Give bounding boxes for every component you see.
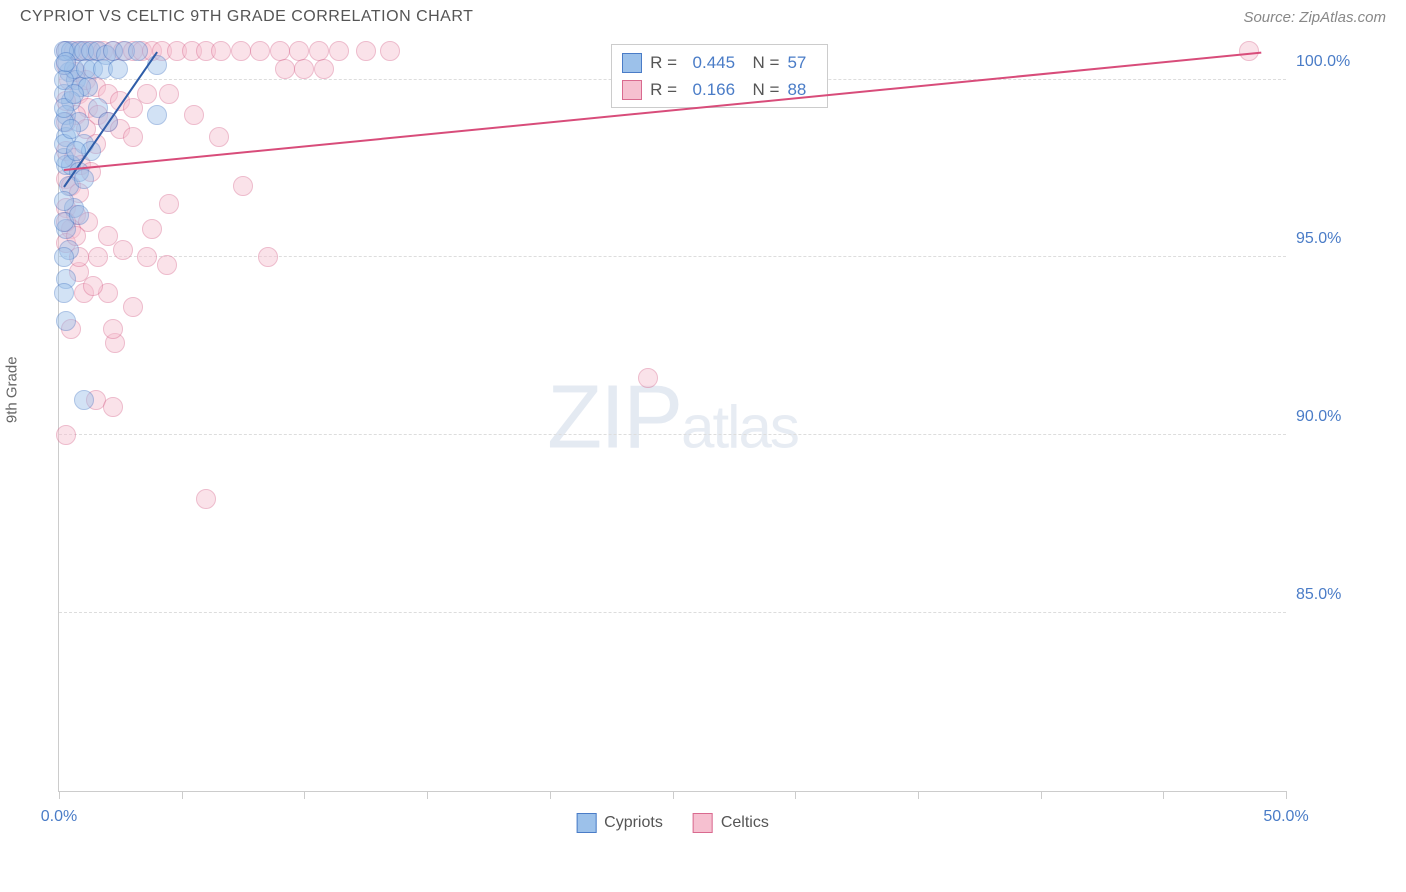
y-axis-label: 9th Grade [4, 356, 21, 423]
legend-n-label: N = [743, 49, 779, 76]
chart-area: 9th Grade ZIPatlas 85.0%90.0%95.0%100.0%… [40, 44, 1386, 852]
scatter-point [56, 311, 76, 331]
x-tick [59, 791, 60, 799]
plot-area: ZIPatlas 85.0%90.0%95.0%100.0%0.0%50.0%R… [58, 44, 1286, 792]
scatter-point [294, 59, 314, 79]
watermark-atlas: atlas [681, 393, 798, 460]
legend-stats-row: R = 0.445 N = 57 [622, 49, 817, 76]
scatter-point [74, 169, 94, 189]
legend-swatch [576, 813, 596, 833]
chart-header: CYPRIOT VS CELTIC 9TH GRADE CORRELATION … [0, 0, 1406, 30]
scatter-point [74, 390, 94, 410]
scatter-point [56, 425, 76, 445]
legend-swatch [622, 80, 642, 100]
legend-r-value: 0.445 [685, 49, 735, 76]
gridline [59, 256, 1286, 257]
scatter-point [54, 283, 74, 303]
scatter-point [137, 247, 157, 267]
scatter-point [289, 41, 309, 61]
y-tick-label: 90.0% [1296, 408, 1366, 426]
bottom-legend-item: Cypriots [576, 813, 663, 833]
x-tick [427, 791, 428, 799]
scatter-point [275, 59, 295, 79]
x-tick [673, 791, 674, 799]
scatter-point [314, 59, 334, 79]
legend-r-label: R = [650, 49, 677, 76]
scatter-point [270, 41, 290, 61]
x-tick [304, 791, 305, 799]
scatter-point [157, 255, 177, 275]
scatter-point [103, 397, 123, 417]
scatter-point [137, 84, 157, 104]
bottom-legend-label: Celtics [721, 814, 769, 832]
scatter-point [56, 52, 76, 72]
scatter-point [184, 105, 204, 125]
scatter-point [108, 59, 128, 79]
gridline [59, 612, 1286, 613]
scatter-point [123, 297, 143, 317]
x-tick [918, 791, 919, 799]
x-tick [182, 791, 183, 799]
watermark-zip: ZIP [547, 367, 681, 467]
scatter-point [211, 41, 231, 61]
scatter-point [147, 105, 167, 125]
scatter-point [61, 119, 81, 139]
legend-swatch [622, 53, 642, 73]
x-tick-label: 0.0% [41, 808, 77, 826]
bottom-legend-label: Cypriots [604, 814, 663, 832]
chart-source: Source: ZipAtlas.com [1243, 9, 1386, 26]
scatter-point [356, 41, 376, 61]
scatter-point [329, 41, 349, 61]
scatter-point [159, 194, 179, 214]
scatter-point [64, 84, 84, 104]
scatter-point [69, 205, 89, 225]
legend-n-value: 57 [787, 49, 817, 76]
scatter-point [128, 41, 148, 61]
x-tick-label: 50.0% [1263, 808, 1308, 826]
scatter-point [258, 247, 278, 267]
gridline [59, 434, 1286, 435]
legend-swatch [693, 813, 713, 833]
scatter-point [250, 41, 270, 61]
x-tick [1041, 791, 1042, 799]
scatter-point [380, 41, 400, 61]
scatter-point [638, 368, 658, 388]
scatter-point [142, 219, 162, 239]
legend-r-value: 0.166 [685, 76, 735, 103]
bottom-legend-item: Celtics [693, 813, 769, 833]
scatter-point [159, 84, 179, 104]
scatter-point [113, 240, 133, 260]
scatter-point [231, 41, 251, 61]
chart-title: CYPRIOT VS CELTIC 9TH GRADE CORRELATION … [20, 8, 473, 26]
scatter-point [103, 319, 123, 339]
scatter-point [123, 127, 143, 147]
y-tick-label: 95.0% [1296, 230, 1366, 248]
y-tick-label: 85.0% [1296, 586, 1366, 604]
x-tick [795, 791, 796, 799]
legend-r-label: R = [650, 76, 677, 103]
scatter-point [54, 247, 74, 267]
zipatlas-watermark: ZIPatlas [547, 366, 798, 469]
scatter-point [233, 176, 253, 196]
x-tick [550, 791, 551, 799]
scatter-point [196, 489, 216, 509]
scatter-point [209, 127, 229, 147]
x-tick [1163, 791, 1164, 799]
x-tick [1286, 791, 1287, 799]
scatter-point [88, 247, 108, 267]
bottom-legend: Cypriots Celtics [576, 813, 769, 833]
y-tick-label: 100.0% [1296, 53, 1366, 71]
scatter-point [83, 276, 103, 296]
